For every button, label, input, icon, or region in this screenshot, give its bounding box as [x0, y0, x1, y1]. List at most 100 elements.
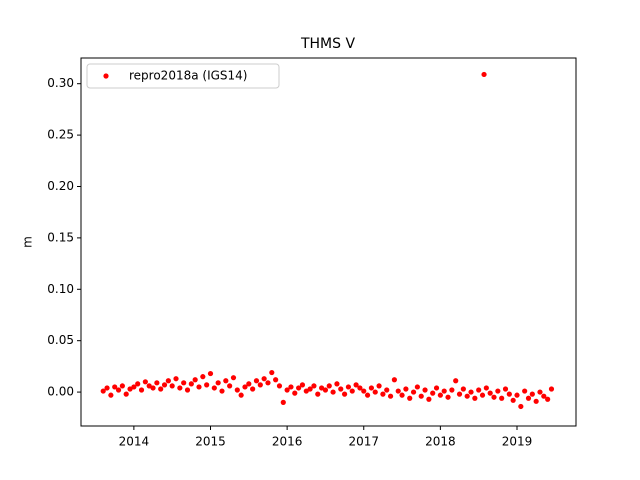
data-point — [292, 390, 298, 396]
data-point — [430, 390, 436, 396]
data-point — [514, 392, 520, 398]
data-point — [142, 379, 148, 385]
data-point — [104, 385, 110, 391]
data-point — [391, 377, 397, 383]
data-point — [326, 383, 332, 389]
data-point — [184, 387, 191, 393]
data-point — [246, 381, 252, 387]
data-point — [341, 391, 348, 397]
data-point — [529, 391, 535, 397]
data-point — [227, 383, 233, 389]
data-point — [223, 378, 229, 384]
data-point — [372, 389, 378, 395]
data-point — [468, 389, 474, 395]
y-axis-label: m — [21, 236, 35, 248]
data-point — [518, 403, 524, 410]
data-point — [338, 386, 344, 392]
data-point — [345, 384, 352, 390]
data-point — [525, 395, 532, 401]
y-tick-label: 0.05 — [47, 333, 74, 347]
data-point — [491, 394, 497, 400]
data-point — [522, 388, 528, 394]
data-point — [181, 380, 187, 386]
data-point — [361, 388, 367, 394]
data-point — [364, 392, 371, 398]
data-point — [422, 387, 428, 393]
data-point — [158, 386, 164, 392]
data-point — [154, 380, 160, 386]
data-point — [307, 386, 313, 392]
data-point — [349, 388, 355, 394]
y-tick-label: 0.00 — [47, 385, 74, 399]
data-point — [460, 386, 466, 392]
data-point — [433, 385, 440, 391]
data-point — [330, 389, 336, 395]
data-point — [510, 397, 516, 403]
x-tick-label: 2017 — [348, 435, 379, 449]
data-point — [334, 381, 340, 387]
data-point — [115, 387, 122, 393]
data-point — [376, 383, 382, 389]
data-point — [238, 392, 244, 398]
data-point — [204, 382, 210, 388]
data-point — [410, 389, 417, 395]
x-tick-label: 2015 — [195, 435, 226, 449]
data-point — [437, 392, 443, 398]
data-point — [188, 381, 194, 387]
x-tick-label: 2014 — [119, 435, 150, 449]
data-point — [441, 388, 447, 394]
data-point — [169, 383, 175, 389]
data-point — [395, 388, 401, 394]
data-point — [257, 382, 263, 388]
data-point — [265, 380, 271, 386]
data-point — [476, 387, 482, 393]
data-point — [296, 385, 302, 391]
data-point — [548, 386, 555, 392]
data-point — [426, 396, 432, 402]
data-point — [173, 376, 179, 382]
data-point — [353, 382, 359, 388]
data-point — [487, 390, 493, 396]
data-point — [315, 391, 321, 397]
data-point — [119, 383, 125, 389]
x-tick-label: 2018 — [425, 435, 456, 449]
data-point — [483, 385, 489, 391]
data-point — [108, 392, 114, 398]
data-point — [165, 378, 171, 384]
data-point — [280, 399, 286, 405]
y-tick-label: 0.10 — [47, 282, 74, 296]
data-point — [322, 387, 329, 393]
data-point — [472, 395, 478, 401]
data-point — [418, 393, 424, 399]
data-point — [150, 385, 156, 391]
data-point — [357, 385, 363, 391]
data-point — [100, 388, 106, 394]
data-point — [161, 382, 168, 388]
data-point — [303, 388, 309, 394]
data-point — [177, 385, 183, 391]
data-point — [299, 382, 306, 388]
data-point — [192, 377, 198, 383]
data-point — [545, 396, 551, 402]
data-point — [495, 388, 501, 394]
data-point — [284, 387, 290, 393]
data-point — [541, 393, 547, 399]
data-point — [414, 384, 420, 390]
plot-frame — [80, 57, 577, 427]
data-point — [215, 380, 221, 386]
data-point — [230, 375, 237, 381]
data-point — [449, 387, 455, 393]
data-point — [112, 384, 118, 390]
data-point — [207, 370, 214, 377]
data-point — [269, 369, 275, 376]
data-point — [288, 384, 294, 390]
data-point — [253, 378, 260, 384]
data-point — [384, 387, 390, 393]
data-point — [502, 386, 509, 392]
legend-marker — [103, 73, 109, 79]
data-point — [464, 393, 470, 399]
data-point — [537, 389, 543, 395]
legend-label: repro2018a (IGS14) — [129, 69, 247, 83]
data-point — [242, 384, 248, 390]
